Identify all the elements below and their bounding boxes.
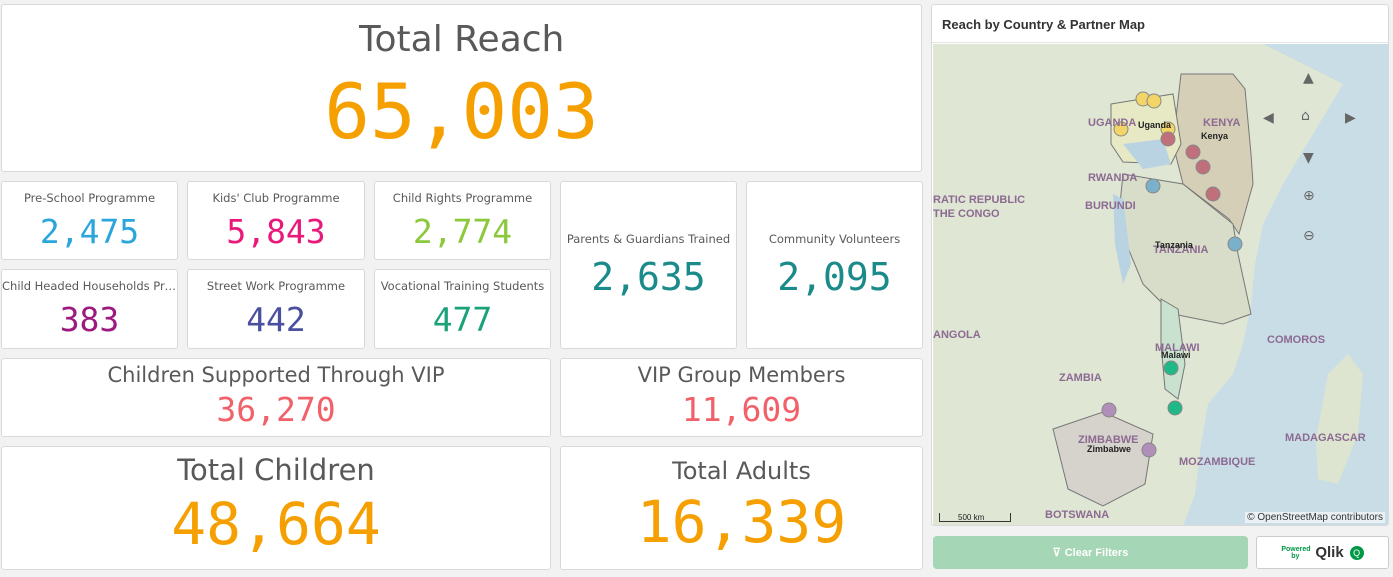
tanzania-shape: [1117, 173, 1252, 325]
country-label: ZAMBIA: [1059, 372, 1102, 384]
kpi-total-children[interactable]: Total Children 48,664: [1, 446, 551, 570]
kpi-label: VIP Group Members: [637, 363, 846, 387]
kpi-label: Child Rights Programme: [392, 191, 533, 205]
kpi-label: Kids' Club Programme: [212, 191, 340, 205]
map-scale: 500 km: [939, 513, 1011, 522]
city-label: Tanzania: [1155, 240, 1193, 250]
kpi-value: 48,664: [171, 490, 381, 558]
kpi-child-headed-households[interactable]: Child Headed Households Pro... 383: [1, 269, 178, 349]
kpi-vocational-training[interactable]: Vocational Training Students 477: [374, 269, 551, 349]
kpi-label: Pre-School Programme: [23, 191, 156, 205]
lake-victoria: [1123, 139, 1171, 169]
pan-right-icon[interactable]: ▶: [1345, 110, 1356, 126]
pan-left-icon[interactable]: ◀: [1263, 110, 1274, 126]
kpi-value: 16,339: [636, 488, 847, 556]
country-label: RATIC REPUBLIC: [933, 194, 1026, 206]
kpi-community-volunteers[interactable]: Community Volunteers 2,095: [746, 181, 923, 349]
kpi-label: Total Children: [177, 453, 375, 487]
zoom-in-icon[interactable]: ⊕: [1303, 188, 1315, 204]
qlik-label: Qlik: [1315, 544, 1344, 561]
country-label: KENYA: [1203, 117, 1241, 129]
kpi-label: Total Adults: [672, 457, 811, 485]
kpi-label: Child Headed Households Pro...: [2, 279, 177, 293]
kpi-value: 442: [246, 300, 306, 339]
kpi-label: Community Volunteers: [768, 232, 901, 246]
country-label: RWANDA: [1088, 172, 1138, 184]
map-marker: [1167, 400, 1183, 416]
kpi-label: Children Supported Through VIP: [107, 363, 445, 387]
map-panel[interactable]: Reach by Country & Partner Map: [931, 4, 1389, 526]
country-label: BOTSWANA: [1045, 509, 1110, 521]
clear-filters-label: Clear Filters: [1064, 546, 1129, 559]
map-title: Reach by Country & Partner Map: [932, 5, 1388, 43]
kpi-total-adults[interactable]: Total Adults 16,339: [560, 446, 923, 570]
kpi-total-reach[interactable]: Total Reach 65,003: [1, 4, 922, 172]
kpi-vip-children[interactable]: Children Supported Through VIP 36,270: [1, 358, 551, 437]
country-label: ZIMBABWE: [1078, 434, 1139, 446]
country-label: MADAGASCAR: [1285, 432, 1366, 444]
kpi-vip-members[interactable]: VIP Group Members 11,609: [560, 358, 923, 437]
kpi-value: 2,095: [777, 255, 892, 299]
country-label: MALAWI: [1155, 342, 1200, 354]
kpi-value: 2,475: [39, 212, 140, 251]
pan-up-icon[interactable]: ▲: [1303, 70, 1314, 86]
kpi-label: Parents & Guardians Trained: [566, 232, 731, 246]
country-label: UGANDA: [1088, 117, 1137, 129]
map-canvas[interactable]: UGANDA KENYA RWANDA BURUNDI RATIC REPUBL…: [933, 44, 1388, 525]
city-label: Malawi: [1161, 350, 1191, 360]
city-label: Zimbabwe: [1087, 444, 1132, 454]
powered-by-label: Powered by: [1281, 545, 1311, 560]
kpi-value: 383: [59, 300, 120, 339]
kpi-value: 2,635: [591, 255, 706, 299]
kpi-value: 36,270: [216, 390, 336, 429]
map-marker: [1160, 131, 1176, 147]
map-marker: [1195, 159, 1211, 175]
kenya-shape: [1172, 73, 1254, 236]
city-label: Uganda: [1138, 120, 1172, 130]
kpi-parents-trained[interactable]: Parents & Guardians Trained 2,635: [560, 181, 737, 349]
map-marker: [1205, 186, 1221, 202]
kpi-pre-school[interactable]: Pre-School Programme 2,475: [1, 181, 178, 260]
kpi-street-work[interactable]: Street Work Programme 442: [187, 269, 365, 349]
home-icon[interactable]: ⌂: [1301, 108, 1310, 124]
kpi-child-rights[interactable]: Child Rights Programme 2,774: [374, 181, 551, 260]
country-label: ANGOLA: [933, 329, 981, 341]
city-label: Kenya: [1201, 131, 1229, 141]
madagascar: [1316, 354, 1363, 484]
map-marker: [1145, 178, 1161, 194]
pan-down-icon[interactable]: ▼: [1303, 150, 1314, 166]
kpi-value: 2,774: [412, 212, 513, 251]
map-marker: [1141, 442, 1157, 458]
clear-filters-button[interactable]: ⊽ Clear Filters: [933, 536, 1248, 569]
qlik-logo-icon: Q: [1349, 545, 1364, 560]
lake-tanganyika: [1113, 194, 1131, 284]
map-marker: [1185, 144, 1201, 160]
filter-icon: ⊽: [1052, 547, 1061, 559]
map-marker: [1163, 360, 1179, 376]
powered-by-qlik[interactable]: Powered by Qlik Q: [1256, 536, 1389, 569]
kpi-label: Total Reach: [358, 19, 565, 60]
map-marker: [1101, 402, 1117, 418]
zoom-out-icon[interactable]: ⊖: [1303, 228, 1315, 244]
country-label: TANZANIA: [1153, 244, 1209, 256]
kpi-value: 11,609: [681, 390, 802, 429]
kpi-value: 65,003: [324, 67, 599, 156]
kpi-kids-club[interactable]: Kids' Club Programme 5,843: [187, 181, 365, 260]
country-label: BURUNDI: [1085, 200, 1136, 212]
kpi-value: 5,843: [226, 212, 326, 251]
map-background: [933, 44, 1388, 525]
kpi-label: Vocational Training Students: [380, 279, 545, 293]
map-attribution[interactable]: © OpenStreetMap contributors: [1245, 512, 1385, 523]
map-marker: [1227, 236, 1243, 252]
kpi-value: 477: [432, 300, 493, 339]
country-label: MOZAMBIQUE: [1179, 456, 1256, 468]
map-marker: [1146, 93, 1162, 109]
country-label: THE CONGO: [933, 208, 1000, 220]
map-marker: [1113, 121, 1129, 137]
country-label: COMOROS: [1267, 334, 1326, 346]
kpi-label: Street Work Programme: [206, 279, 346, 293]
